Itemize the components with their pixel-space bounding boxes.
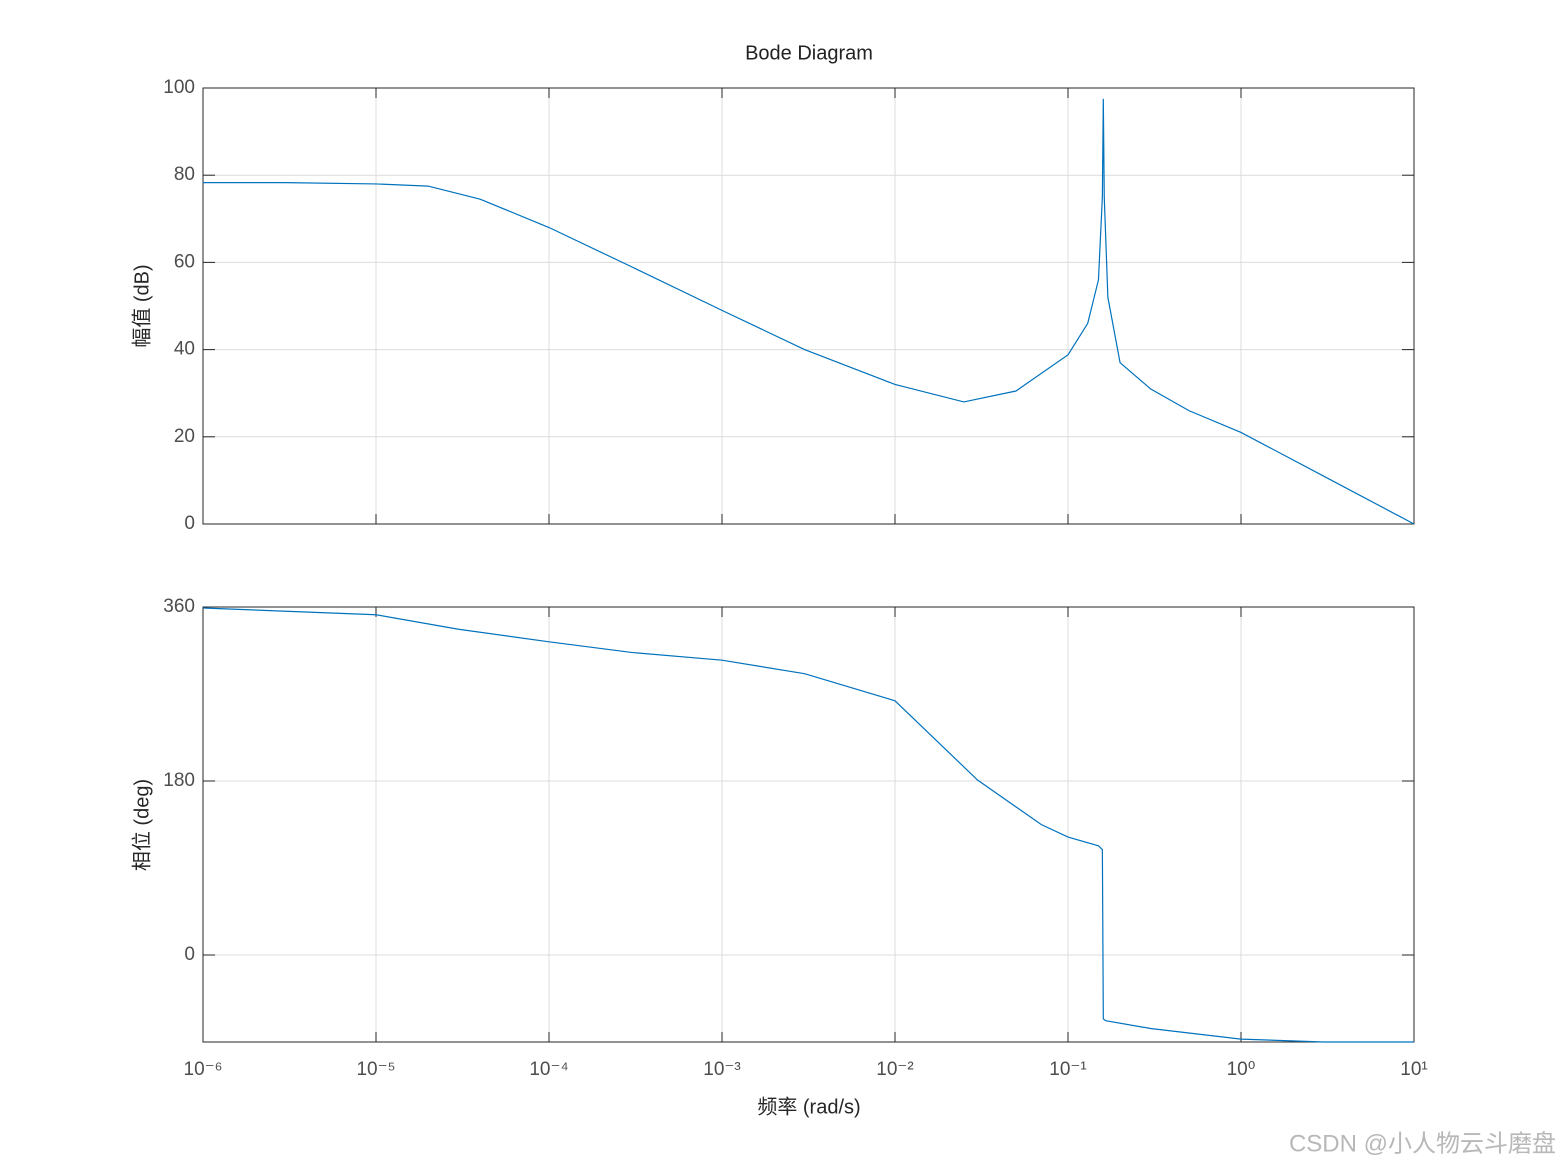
x-tick-label: 10⁰	[1227, 1059, 1256, 1080]
x-tick-label: 10⁻¹	[1049, 1059, 1087, 1080]
axes-box	[202, 87, 1415, 525]
x-tick-label: 10⁻²	[876, 1059, 914, 1080]
watermark: CSDN @小人物云斗磨盘	[1289, 1130, 1556, 1157]
y-tick-label: 0	[184, 513, 195, 534]
x-tick-label: 10⁻⁶	[184, 1059, 223, 1080]
chart-title: Bode Diagram	[745, 42, 873, 64]
y-tick-label: 60	[174, 251, 195, 272]
x-tick-label: 10⁻⁵	[356, 1059, 395, 1080]
y-tick-label: 20	[174, 426, 195, 447]
y-axis-label: 幅值 (dB)	[130, 264, 153, 347]
x-tick-label: 10⁻³	[703, 1059, 741, 1080]
y-tick-label: 40	[174, 339, 195, 360]
x-axis-label: 频率 (rad/s)	[757, 1095, 860, 1118]
x-tick-label: 10¹	[1400, 1059, 1427, 1080]
y-tick-label: 0	[184, 944, 195, 965]
x-tick-label: 10⁻⁴	[529, 1059, 568, 1080]
y-tick-label: 180	[163, 770, 195, 791]
line-series	[203, 98, 1415, 525]
y-tick-label: 80	[174, 164, 195, 185]
line-series	[202, 607, 1414, 1043]
y-axis-label: 相位 (deg)	[130, 779, 153, 871]
y-tick-label: 100	[163, 77, 195, 98]
axes-box	[202, 606, 1415, 1043]
y-tick-label: 360	[163, 596, 195, 617]
